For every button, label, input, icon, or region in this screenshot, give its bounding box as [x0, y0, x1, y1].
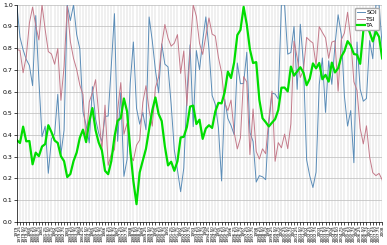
TSI: [314, 64, 319, 67]
SOI: [314, 171, 319, 174]
TA: [279, 86, 284, 89]
TSI: [118, 81, 123, 84]
Legend: SOI, TSI, TA: SOI, TSI, TA: [355, 8, 379, 30]
TA: [115, 119, 120, 122]
Line: TSI: TSI: [17, 5, 387, 210]
TA: [14, 139, 19, 142]
TSI: [276, 141, 281, 144]
Line: TA: TA: [17, 7, 387, 204]
TA: [134, 203, 139, 206]
SOI: [14, 3, 19, 6]
TSI: [40, 3, 45, 6]
SOI: [178, 190, 183, 193]
SOI: [380, 45, 385, 48]
SOI: [276, 98, 281, 100]
TA: [241, 5, 246, 8]
TA: [93, 129, 98, 132]
TSI: [96, 112, 101, 115]
TSI: [386, 209, 387, 212]
TSI: [380, 178, 385, 181]
TA: [317, 61, 322, 64]
Line: SOI: SOI: [17, 5, 387, 192]
TSI: [226, 109, 230, 112]
SOI: [93, 118, 98, 121]
SOI: [115, 140, 120, 143]
TA: [383, 46, 387, 49]
TSI: [14, 48, 19, 51]
TA: [226, 70, 230, 73]
SOI: [226, 117, 230, 120]
